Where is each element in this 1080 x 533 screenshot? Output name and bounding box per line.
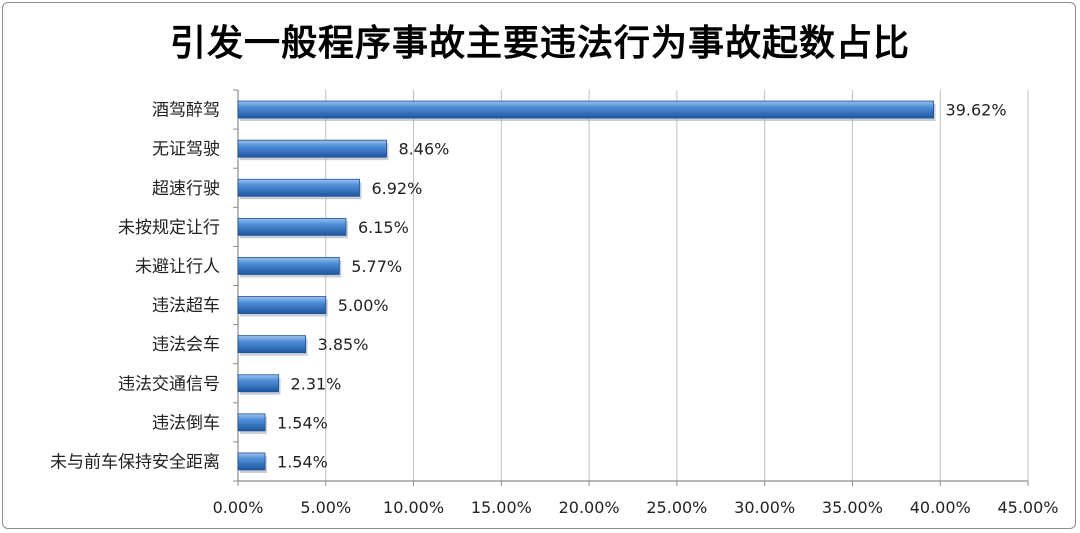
x-tick-label: 35.00%: [822, 498, 883, 517]
data-label: 5.77%: [351, 257, 402, 276]
category-label: 未与前车保持安全距离: [50, 452, 220, 472]
bar-5: [237, 296, 327, 314]
bars: [237, 100, 936, 473]
bar-8: [237, 413, 266, 432]
x-tick-label: 0.00%: [213, 498, 264, 517]
category-label: 违法交通信号: [118, 374, 220, 394]
x-tick-label: 20.00%: [559, 498, 620, 517]
x-tick-label: 5.00%: [300, 498, 351, 517]
bar-4: [237, 257, 340, 275]
x-tick-label: 30.00%: [734, 498, 795, 517]
x-tick-label: 40.00%: [910, 498, 971, 517]
bar-7: [237, 374, 279, 393]
bar-3: [237, 217, 347, 236]
category-label: 未按规定让行: [118, 218, 220, 238]
data-label: 8.46%: [399, 140, 450, 159]
category-label: 违法会车: [152, 335, 220, 355]
data-label: 2.31%: [291, 374, 342, 393]
category-label: 违法倒车: [152, 413, 220, 433]
labels: 0.00% 5.00% 10.00% 15.00% 20.00% 25.00% 30.00%…: [50, 101, 1059, 517]
bar-2: [237, 178, 360, 197]
x-tick-label: 15.00%: [471, 498, 532, 517]
x-tick-label: 45.00%: [997, 498, 1058, 517]
data-label: 5.00%: [338, 296, 389, 315]
data-label: 39.62%: [946, 101, 1007, 120]
category-label: 超速行驶: [152, 179, 220, 199]
bar-9: [237, 452, 266, 471]
category-label: 酒驾醉驾: [152, 101, 220, 121]
data-label: 6.92%: [371, 179, 422, 198]
data-label: 3.85%: [318, 335, 369, 354]
category-label: 无证驾驶: [152, 140, 220, 160]
bar-0: [237, 100, 934, 119]
x-tick-label: 25.00%: [646, 498, 707, 517]
data-label: 6.15%: [358, 218, 409, 237]
chart-title: 引发一般程序事故主要违法行为事故起数占比: [169, 23, 910, 64]
bar-1: [237, 139, 387, 158]
category-label: 未避让行人: [135, 257, 220, 277]
category-label: 违法超车: [152, 296, 220, 316]
grid-lines: [233, 89, 1029, 486]
bar-6: [237, 335, 306, 354]
x-tick-label: 10.00%: [383, 498, 444, 517]
data-label: 1.54%: [277, 413, 328, 432]
data-label: 1.54%: [277, 452, 328, 471]
